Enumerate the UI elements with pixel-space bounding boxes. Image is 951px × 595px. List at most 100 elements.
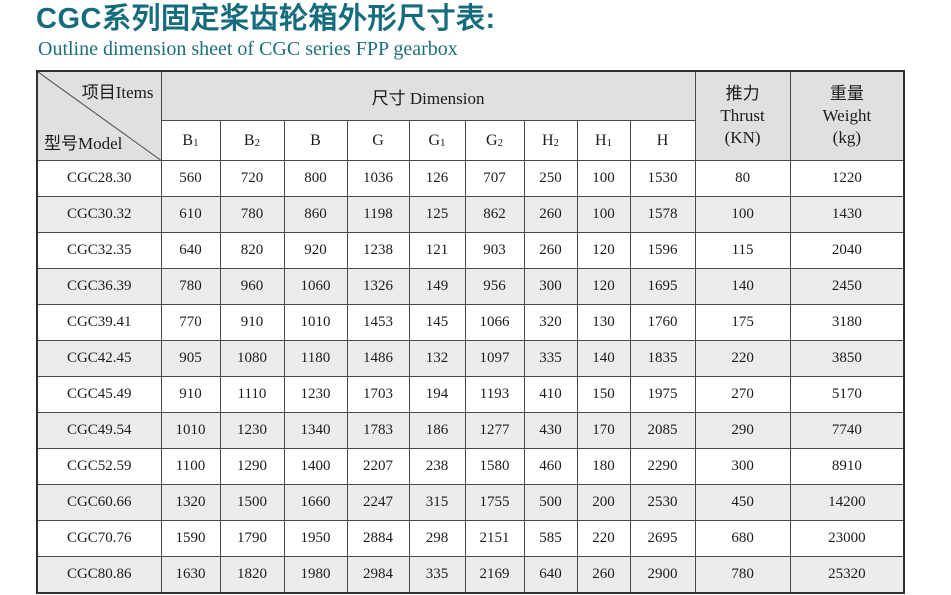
value-cell: 1580 — [464, 448, 525, 485]
value-cell: 335 — [408, 556, 466, 594]
value-cell: 1695 — [629, 268, 696, 305]
value-cell: 1180 — [283, 340, 348, 377]
value-cell: 125 — [408, 196, 466, 233]
value-cell: 300 — [523, 268, 578, 305]
value-cell: 910 — [219, 304, 285, 341]
page-title: CGC系列固定桨齿轮箱外形尺寸表: — [36, 3, 496, 35]
value-cell: 175 — [694, 304, 791, 341]
value-cell: 860 — [283, 196, 348, 233]
table-row: CGC60.66 1320 1500 1660 2247 315 1755 500 200 253… — [36, 484, 905, 521]
table-row: CGC52.59 1100 1290 1400 2207 238 1580 460 180 229… — [36, 448, 905, 485]
value-cell: 186 — [408, 412, 466, 449]
table-row: CGC32.35 640 820 920 1238 121 903 260 120 1596 115… — [36, 232, 905, 269]
value-cell: 1760 — [629, 304, 696, 341]
value-cell: 1230 — [219, 412, 285, 449]
value-cell: 23000 — [789, 520, 905, 557]
thrust-zh: 推力 — [725, 83, 760, 103]
value-cell: 140 — [576, 340, 631, 377]
value-cell: 1950 — [283, 520, 348, 557]
weight-unit: (kg) — [832, 128, 861, 148]
value-cell: 862 — [464, 196, 525, 233]
model-cell: CGC60.66 — [36, 484, 162, 521]
value-cell: 220 — [694, 340, 791, 377]
value-cell: 1326 — [346, 268, 410, 305]
value-cell: 2040 — [789, 232, 905, 269]
value-cell: 2695 — [629, 520, 696, 557]
value-cell: 3180 — [789, 304, 905, 341]
value-cell: 460 — [523, 448, 578, 485]
value-cell: 430 — [523, 412, 578, 449]
value-cell: 260 — [523, 232, 578, 269]
diagonal-divider — [38, 72, 161, 160]
table-row: CGC49.54 1010 1230 1340 1783 186 1277 430 170 208… — [36, 412, 905, 449]
value-cell: 920 — [283, 232, 348, 269]
value-cell: 130 — [576, 304, 631, 341]
value-cell: 149 — [408, 268, 466, 305]
value-cell: 25320 — [789, 556, 905, 594]
col-header-b2: B2 — [219, 120, 285, 161]
page-subtitle: Outline dimension sheet of CGC series FP… — [38, 38, 458, 60]
value-cell: 1486 — [346, 340, 410, 377]
value-cell: 905 — [160, 340, 221, 377]
thrust-unit: (KN) — [724, 128, 761, 148]
value-cell: 315 — [408, 484, 466, 521]
value-cell: 260 — [576, 556, 631, 594]
value-cell: 132 — [408, 340, 466, 377]
value-cell: 1530 — [629, 160, 696, 197]
value-cell: 1097 — [464, 340, 525, 377]
table-row: CGC30.32 610 780 860 1198 125 862 260 100 1578 100… — [36, 196, 905, 233]
value-cell: 238 — [408, 448, 466, 485]
model-cell: CGC49.54 — [36, 412, 162, 449]
value-cell: 120 — [576, 232, 631, 269]
value-cell: 2247 — [346, 484, 410, 521]
value-cell: 120 — [576, 268, 631, 305]
value-cell: 770 — [160, 304, 221, 341]
value-cell: 1230 — [283, 376, 348, 413]
value-cell: 1975 — [629, 376, 696, 413]
value-cell: 680 — [694, 520, 791, 557]
value-cell: 1835 — [629, 340, 696, 377]
value-cell: 2984 — [346, 556, 410, 594]
corner-header-cell: 项目Items 型号Model — [36, 70, 162, 161]
col-header-h1: H1 — [576, 120, 631, 161]
table-body: CGC28.30 560 720 800 1036 126 707 250 100 1530 80 1… — [36, 160, 905, 594]
value-cell: 1010 — [160, 412, 221, 449]
value-cell: 1238 — [346, 232, 410, 269]
value-cell: 1060 — [283, 268, 348, 305]
value-cell: 115 — [694, 232, 791, 269]
value-cell: 260 — [523, 196, 578, 233]
value-cell: 2207 — [346, 448, 410, 485]
value-cell: 820 — [219, 232, 285, 269]
value-cell: 80 — [694, 160, 791, 197]
model-cell: CGC80.86 — [36, 556, 162, 594]
value-cell: 780 — [160, 268, 221, 305]
value-cell: 2884 — [346, 520, 410, 557]
value-cell: 270 — [694, 376, 791, 413]
value-cell: 1220 — [789, 160, 905, 197]
value-cell: 960 — [219, 268, 285, 305]
value-cell: 100 — [576, 196, 631, 233]
value-cell: 3850 — [789, 340, 905, 377]
value-cell: 1630 — [160, 556, 221, 594]
table-row: CGC70.76 1590 1790 1950 2884 298 2151 585 220 269… — [36, 520, 905, 557]
value-cell: 1036 — [346, 160, 410, 197]
value-cell: 410 — [523, 376, 578, 413]
value-cell: 145 — [408, 304, 466, 341]
weight-zh: 重量 — [829, 83, 864, 103]
value-cell: 1578 — [629, 196, 696, 233]
value-cell: 2530 — [629, 484, 696, 521]
value-cell: 500 — [523, 484, 578, 521]
model-cell: CGC30.32 — [36, 196, 162, 233]
value-cell: 1453 — [346, 304, 410, 341]
value-cell: 300 — [694, 448, 791, 485]
value-cell: 903 — [464, 232, 525, 269]
value-cell: 956 — [464, 268, 525, 305]
model-cell: CGC36.39 — [36, 268, 162, 305]
value-cell: 1590 — [160, 520, 221, 557]
model-cell: CGC32.35 — [36, 232, 162, 269]
value-cell: 194 — [408, 376, 466, 413]
value-cell: 1596 — [629, 232, 696, 269]
value-cell: 1080 — [219, 340, 285, 377]
value-cell: 1193 — [464, 376, 525, 413]
value-cell: 200 — [576, 484, 631, 521]
